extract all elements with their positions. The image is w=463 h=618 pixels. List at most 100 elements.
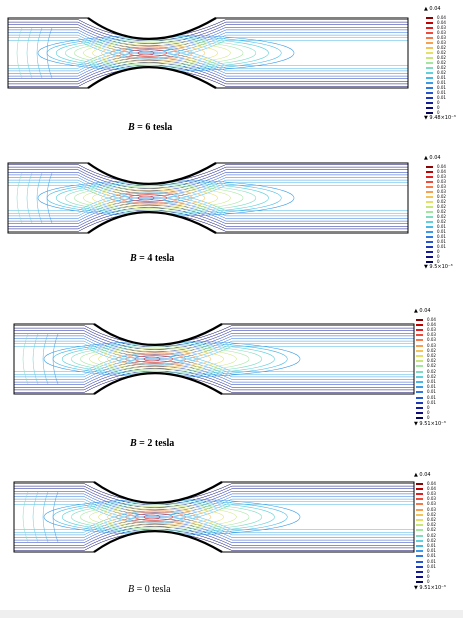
contour-line <box>8 202 408 222</box>
legend-tick-label: 0 <box>427 410 430 416</box>
caption-symbol: B <box>130 253 137 264</box>
contour-line <box>36 27 43 79</box>
legend-tick-label: 0.01 <box>427 548 436 554</box>
legend-tick-label: 0.01 <box>427 394 436 400</box>
contour-line <box>42 491 49 543</box>
contour-line <box>70 503 263 531</box>
legend-tick-label: 0.02 <box>437 208 446 214</box>
legend-tick-label: 0.03 <box>427 327 436 332</box>
panel-caption: B = 6 tesla <box>128 122 173 133</box>
contour-line <box>8 191 408 211</box>
legend-swatch <box>416 334 423 337</box>
legend-tick-label: 0.02 <box>437 193 446 199</box>
contour-line <box>143 356 161 362</box>
legend-swatch <box>426 61 433 64</box>
contour-line <box>70 345 263 373</box>
contour-line <box>101 189 206 207</box>
channel-wall <box>7 162 409 234</box>
legend-tick-label: 0.01 <box>427 384 436 390</box>
legend-swatch <box>416 560 423 563</box>
legend-swatch <box>416 381 423 383</box>
contour-line <box>101 44 206 62</box>
contour-plot <box>7 162 409 234</box>
legend-swatch <box>426 195 433 198</box>
stenosis-wall <box>87 17 217 40</box>
legend-swatch <box>416 571 423 573</box>
contour-line <box>14 510 414 530</box>
contour-line <box>16 172 23 224</box>
legend-tick-label: 0.03 <box>437 24 446 30</box>
contour-line <box>8 34 408 54</box>
contour-plot <box>13 323 415 395</box>
panel-b4: B = 4 tesla ▲ 0.04 0.04 0.04 0.03 0.03 0.03 0… <box>0 150 463 300</box>
contour-line <box>143 514 161 520</box>
contour-line <box>8 27 408 47</box>
legend-tick-label: 0.02 <box>437 49 446 55</box>
contour-line <box>8 24 408 44</box>
contour-line <box>14 340 414 360</box>
legend-tick-label: 0.01 <box>437 228 446 234</box>
legend-swatch <box>416 550 423 553</box>
legend-swatch <box>426 190 433 193</box>
legend-tick-label: 0 <box>437 104 440 110</box>
legend-tick-label: 0.02 <box>427 353 436 358</box>
legend-tick-label: 0.01 <box>427 379 436 384</box>
legend-max: ▲ 0.04 <box>424 155 441 161</box>
legend-tick-label: 0.04 <box>427 316 436 322</box>
legend-tick-label: 0.04 <box>427 485 436 491</box>
stenosis-wall <box>93 481 223 504</box>
legend-min: ▼ 9.51×10⁻³ <box>414 421 446 427</box>
contour-lines <box>14 325 414 393</box>
legend-swatch <box>416 396 423 399</box>
contour-line <box>107 350 212 368</box>
contour-line <box>14 368 414 388</box>
contour-line <box>8 40 408 60</box>
contour-line <box>8 52 408 72</box>
legend-tick-label: 0.02 <box>427 373 436 379</box>
legend-tick-label: 0.03 <box>427 332 436 338</box>
contour-line <box>52 491 59 543</box>
legend-swatch <box>416 565 423 568</box>
legend-tick-label: 0 <box>427 574 430 580</box>
legend-swatch <box>416 391 423 394</box>
contour-line <box>14 363 414 383</box>
legend-swatch <box>416 375 423 378</box>
legend-tick-label: 0.01 <box>427 389 436 395</box>
contour-lines <box>8 164 408 232</box>
legend-swatch <box>416 576 423 579</box>
legend-tick-label: 0 <box>437 109 440 115</box>
legend-tick-label: 0.01 <box>437 243 446 249</box>
contour-line <box>8 62 408 82</box>
contour-line <box>107 508 212 526</box>
legend-swatch <box>416 344 423 347</box>
legend-swatch <box>426 250 433 253</box>
legend-tick-label: 0.02 <box>427 527 436 533</box>
legend-min: ▼ 9.51×10⁻³ <box>414 585 446 591</box>
contour-line <box>14 526 414 546</box>
contour-line <box>110 191 193 205</box>
legend-swatch <box>426 96 433 99</box>
stenosis-wall <box>93 530 223 553</box>
contour-line <box>26 172 33 224</box>
contour-line <box>46 172 53 224</box>
legend-swatch <box>426 170 433 173</box>
legend-swatch <box>416 498 423 501</box>
legend-swatch <box>416 493 423 495</box>
contour-line <box>8 57 408 77</box>
legend-tick-label: 0.03 <box>437 34 446 40</box>
contour-line <box>46 27 53 79</box>
legend-swatch <box>416 401 423 404</box>
contour-line <box>14 493 414 513</box>
contour-line <box>137 50 155 56</box>
legend-tick-label: 0.02 <box>427 368 436 374</box>
legend-tick-label: 0.01 <box>427 558 436 564</box>
panel-caption: B = 4 tesla <box>130 253 175 264</box>
legend-tick-label: 0.01 <box>437 238 446 244</box>
contour-line <box>110 46 193 60</box>
contour-line <box>116 510 199 524</box>
contour-line <box>14 358 414 378</box>
panel-b0: B = 0 tesla ▲ 0.04 0.04 0.04 0.03 0.03 0.03 0… <box>0 460 463 610</box>
legend-swatch <box>426 41 433 44</box>
legend-swatch <box>416 407 423 409</box>
contour-line <box>14 521 414 541</box>
